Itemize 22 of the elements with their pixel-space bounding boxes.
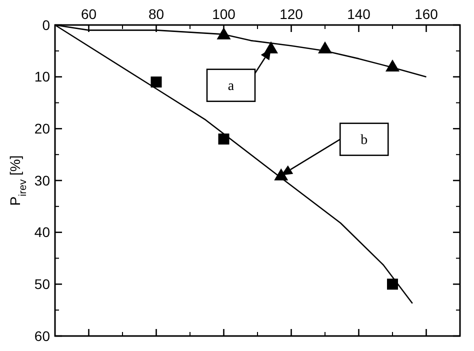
point <box>386 59 400 72</box>
x-tick-label: 140 <box>347 6 371 22</box>
y-tick-label: 50 <box>34 276 50 292</box>
point <box>150 76 162 88</box>
point <box>274 168 288 180</box>
y-tick-label: 0 <box>42 16 50 33</box>
point <box>318 41 332 54</box>
annotation: b <box>360 133 368 148</box>
y-tick-label: 20 <box>34 120 50 137</box>
point <box>216 27 231 40</box>
x-tick-label: 160 <box>414 6 438 22</box>
y-tick-label: 60 <box>34 328 50 344</box>
y-tick-label: 40 <box>34 224 50 240</box>
y-tick-label: 30 <box>34 172 50 188</box>
x-tick-label: 120 <box>280 6 304 22</box>
point <box>387 278 398 290</box>
x-tick-label: 80 <box>148 6 164 22</box>
x-tick-label: 100 <box>212 6 236 22</box>
y-tick-label: 10 <box>34 68 50 85</box>
x-tick-label: 60 <box>80 6 97 22</box>
annotation: a <box>228 79 235 94</box>
point <box>218 134 230 145</box>
